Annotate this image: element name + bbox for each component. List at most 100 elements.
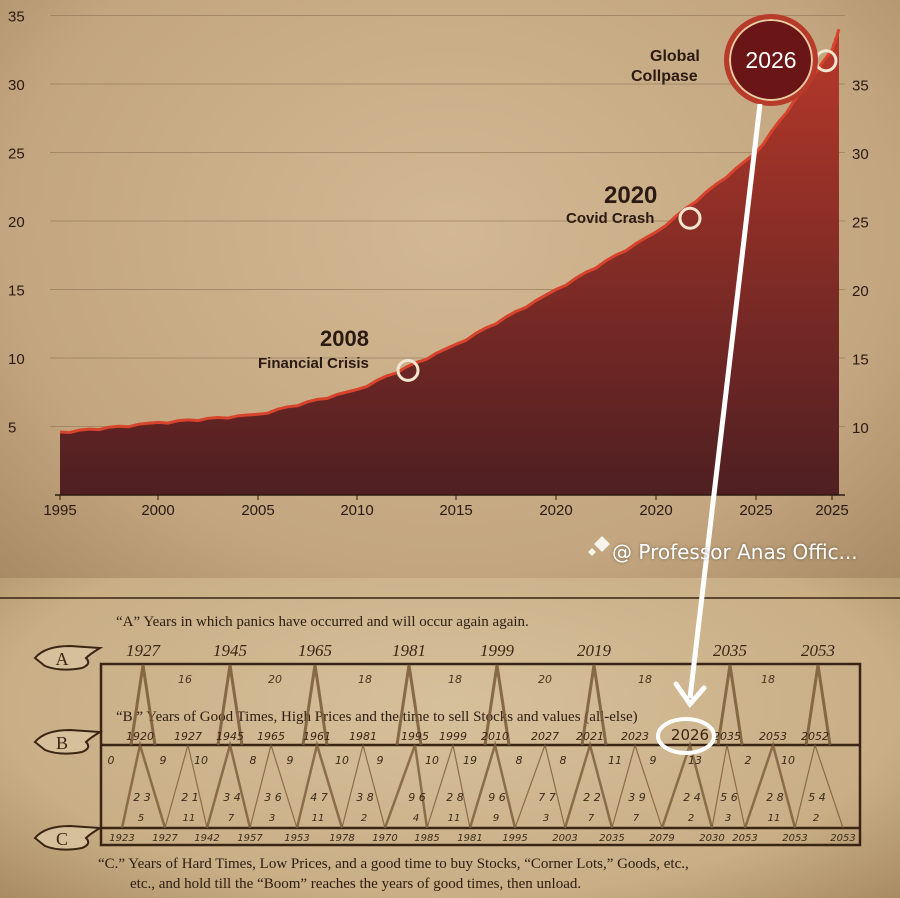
c-year: 1953 bbox=[284, 833, 309, 844]
bottom-number: 7 bbox=[588, 813, 595, 824]
b-top-number: 10 bbox=[194, 754, 208, 767]
highlight-circle-2026 bbox=[656, 717, 716, 755]
a-interval: 20 bbox=[538, 673, 552, 686]
bottom-number: 4 bbox=[413, 813, 419, 824]
caption-b: “B ” Years of Good Times, High Prices an… bbox=[116, 709, 638, 725]
c-year: 2079 bbox=[649, 833, 674, 844]
a-interval: 18 bbox=[638, 673, 652, 686]
annotation-marker-2020 bbox=[678, 206, 702, 230]
bottom-number: 9 bbox=[493, 813, 499, 824]
b-year: 1945 bbox=[216, 730, 244, 743]
cycle-triangle bbox=[743, 740, 797, 829]
mid-pair: 3 8 bbox=[356, 791, 374, 804]
c-year: 2053 bbox=[830, 833, 855, 844]
b-year: 2052 bbox=[801, 730, 829, 743]
annotation-2020-year: 2020 bbox=[604, 182, 658, 209]
arrow-shaft bbox=[687, 103, 763, 699]
a-year: 1927 bbox=[126, 641, 162, 660]
x-tick-label: 2020 bbox=[639, 502, 672, 519]
left-axis-tick: 15 bbox=[8, 283, 25, 300]
arrow-head-icon bbox=[673, 681, 707, 709]
b-top-number: 13 bbox=[688, 754, 702, 767]
c-year: 1927 bbox=[152, 833, 178, 844]
panic-spike bbox=[129, 664, 157, 746]
a-interval: 20 bbox=[268, 673, 282, 686]
b-year: 1927 bbox=[174, 730, 202, 743]
b-top-number: 10 bbox=[335, 754, 349, 767]
b-top-number: 9 bbox=[377, 754, 384, 767]
mid-pair: 2 2 bbox=[583, 791, 601, 804]
bottom-number: 5 bbox=[138, 813, 144, 824]
caption-c1: “C.” Years of Hard Times, Low Prices, an… bbox=[98, 856, 689, 872]
cycle-triangle bbox=[383, 744, 429, 829]
mid-pair: 2 8 bbox=[446, 791, 464, 804]
c-year: 2035 bbox=[599, 833, 624, 844]
x-tick-label: 2005 bbox=[241, 502, 274, 519]
bottom-number: 3 bbox=[543, 813, 549, 824]
b-year: 2021 bbox=[576, 730, 604, 743]
x-tick-label: 1995 bbox=[43, 502, 76, 519]
pointing-hand-icon bbox=[33, 644, 104, 671]
cycle-triangle bbox=[295, 740, 344, 829]
right-axis-tick: 15 bbox=[852, 352, 869, 369]
mid-pair: 2 4 bbox=[683, 791, 701, 804]
mid-pair: 9 6 bbox=[408, 791, 426, 804]
b-year: 1981 bbox=[349, 730, 377, 743]
cycle-triangle bbox=[249, 742, 298, 829]
bottom-number: 11 bbox=[312, 813, 325, 824]
c-year: 2053 bbox=[732, 833, 757, 844]
a-interval: 18 bbox=[448, 673, 462, 686]
x-tick-label: 2020 bbox=[539, 502, 572, 519]
hand-label-B: B bbox=[56, 733, 68, 753]
right-axis-tick: 10 bbox=[852, 420, 869, 437]
bottom-number: 7 bbox=[633, 813, 640, 824]
b-top-number: 19 bbox=[463, 754, 477, 767]
b-year: 2023 bbox=[621, 730, 649, 743]
b-year: 1995 bbox=[401, 730, 429, 743]
mid-pair: 2 3 bbox=[133, 791, 151, 804]
left-axis-tick: 20 bbox=[8, 214, 25, 231]
cycle-triangle bbox=[205, 740, 252, 829]
cycle-frame bbox=[99, 662, 862, 847]
left-axis-tick: 30 bbox=[8, 77, 25, 94]
bottom-number: 2 bbox=[361, 813, 367, 824]
panic-spike bbox=[716, 664, 744, 746]
stock-chart-panel: 5 10 15 20 25 30 35 10 15 20 25 30 35 1995 2000 2005 201… bbox=[0, 0, 900, 578]
b-year: 2027 bbox=[531, 730, 559, 743]
a-year: 1945 bbox=[213, 641, 247, 660]
bottom-number: 11 bbox=[183, 813, 196, 824]
b-top-number: 11 bbox=[608, 754, 622, 767]
c-year: 1957 bbox=[237, 833, 263, 844]
watermark: @ Professor Anas Offic... bbox=[612, 540, 858, 564]
c-year: 1978 bbox=[329, 833, 354, 844]
left-axis-tick: 5 bbox=[8, 420, 16, 437]
caption-a: “A” Years in which panics have occurred … bbox=[116, 614, 529, 630]
bottom-number: 11 bbox=[768, 813, 781, 824]
c-year: 1970 bbox=[372, 833, 397, 844]
right-axis-tick: 35 bbox=[852, 78, 869, 95]
mid-pair: 5 6 bbox=[720, 791, 738, 804]
cycle-triangle bbox=[711, 744, 746, 829]
left-axis-tick: 35 bbox=[8, 9, 25, 26]
bottom-number: 11 bbox=[448, 813, 461, 824]
b-year: 1961 bbox=[303, 730, 331, 743]
a-year: 1999 bbox=[480, 641, 515, 660]
c-year: 1923 bbox=[109, 833, 134, 844]
b-top-number: 0 bbox=[108, 754, 115, 767]
c-year: 1981 bbox=[457, 833, 482, 844]
right-axis-tick: 20 bbox=[852, 283, 869, 300]
annotation-marker-2008 bbox=[396, 358, 420, 382]
panic-spike bbox=[395, 664, 423, 746]
a-year: 2035 bbox=[713, 641, 747, 660]
panic-spike bbox=[483, 664, 511, 746]
mid-pair: 9 6 bbox=[488, 791, 506, 804]
hand-label-C: C bbox=[56, 829, 68, 849]
area-fill bbox=[60, 29, 839, 495]
b-top-number: 10 bbox=[425, 754, 439, 767]
a-year: 1981 bbox=[392, 641, 426, 660]
annotation-2020-label: Covid Crash bbox=[566, 210, 655, 227]
x-tick-label: 2025 bbox=[739, 502, 772, 519]
b-year: 2035 bbox=[713, 730, 741, 743]
